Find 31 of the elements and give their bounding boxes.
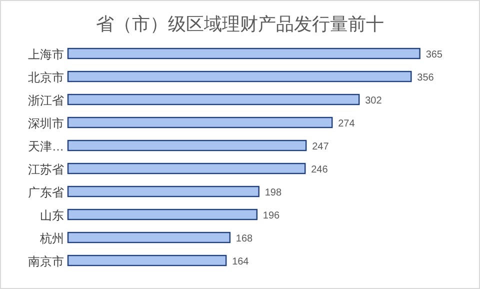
y-tick-label: 广东省 (28, 186, 64, 200)
data-label: 198 (264, 188, 282, 198)
data-label: 247 (312, 142, 330, 152)
bar (67, 116, 333, 128)
bar (67, 208, 258, 220)
bar (67, 48, 420, 60)
data-label: 302 (365, 96, 382, 106)
y-tick-label: 杭州 (39, 232, 64, 246)
bar (67, 232, 231, 244)
data-label: 274 (338, 118, 356, 130)
y-tick-label: 江苏省 (28, 162, 64, 176)
bar (67, 162, 306, 174)
y-tick-label: 深圳市 (28, 116, 64, 130)
data-label: 365 (426, 50, 443, 60)
bar (67, 186, 260, 198)
bar (67, 94, 360, 106)
y-tick-label: 浙江省 (28, 94, 64, 108)
y-tick-label: 上海市 (28, 48, 64, 62)
data-label: 196 (262, 210, 280, 222)
data-label: 164 (232, 256, 250, 268)
y-tick-label: 北京市 (28, 70, 64, 84)
y-tick-label: 山东 (40, 208, 64, 222)
data-label: 246 (311, 164, 328, 176)
y-tick-label: 南京市 (28, 254, 64, 268)
data-label: 168 (236, 234, 254, 244)
bar (67, 140, 307, 152)
y-tick-label: 天津… (28, 140, 64, 154)
data-label: 356 (417, 72, 434, 84)
chart-title: 省（市）级区域理财产品发行量前十 (96, 14, 384, 34)
bar (67, 254, 227, 266)
bar (67, 70, 412, 82)
